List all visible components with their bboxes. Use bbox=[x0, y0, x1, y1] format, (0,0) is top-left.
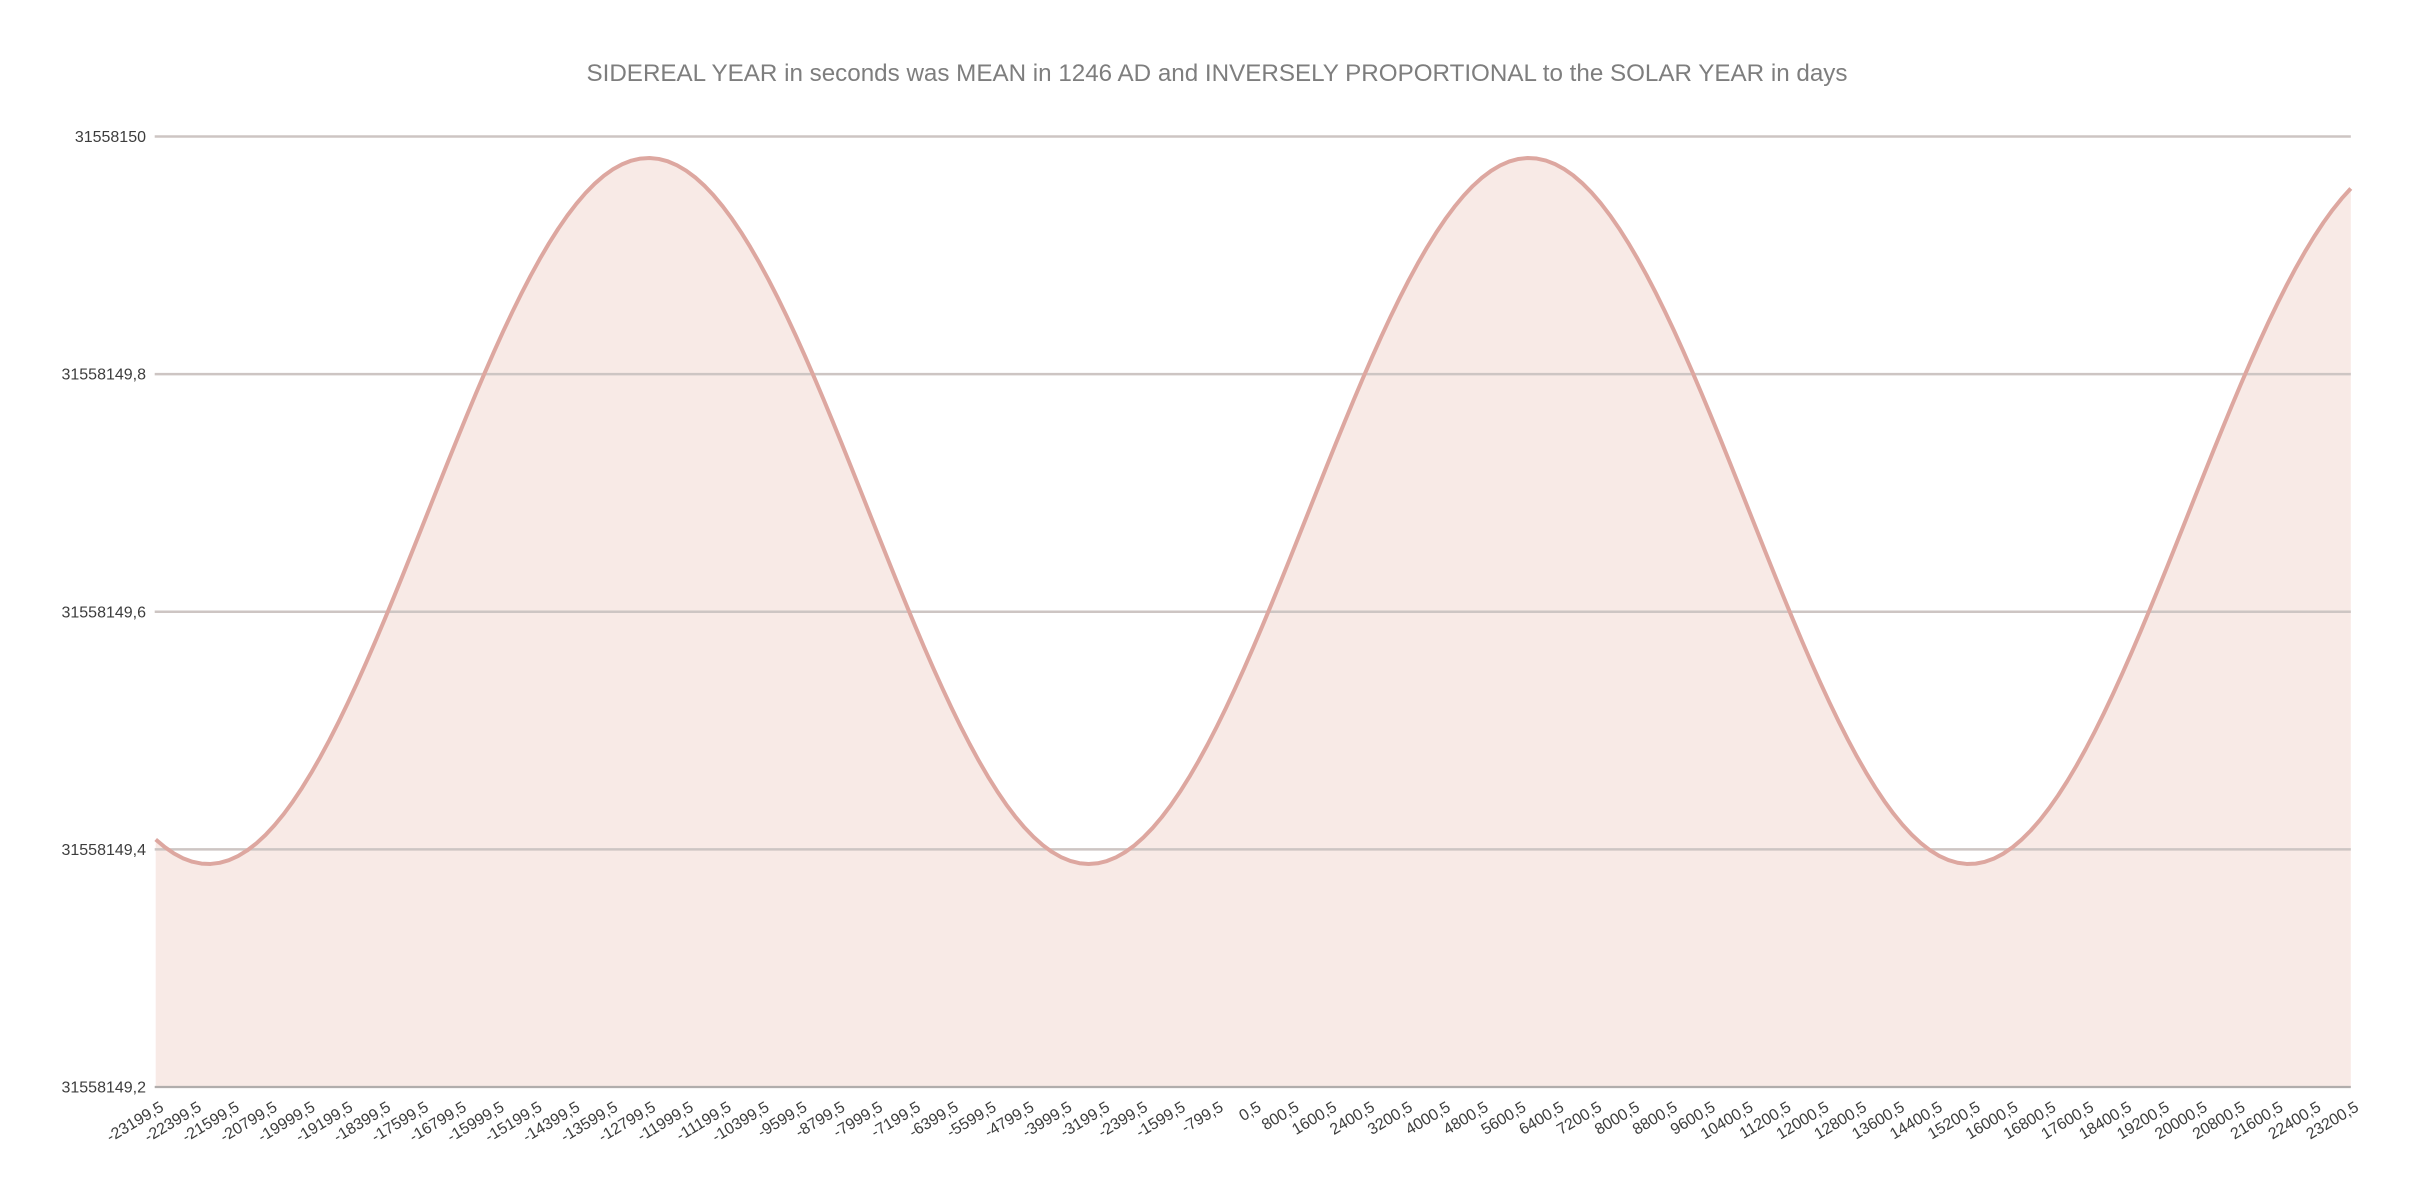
svg-text:31558150: 31558150 bbox=[75, 129, 146, 146]
svg-text:31558149,8: 31558149,8 bbox=[61, 367, 146, 384]
svg-text:31558149,6: 31558149,6 bbox=[61, 604, 146, 621]
svg-text:SIDEREAL YEAR in seconds was M: SIDEREAL YEAR in seconds was MEAN in 124… bbox=[586, 60, 1847, 87]
svg-text:31558149,2: 31558149,2 bbox=[61, 1080, 146, 1097]
svg-text:31558149,4: 31558149,4 bbox=[61, 842, 146, 859]
